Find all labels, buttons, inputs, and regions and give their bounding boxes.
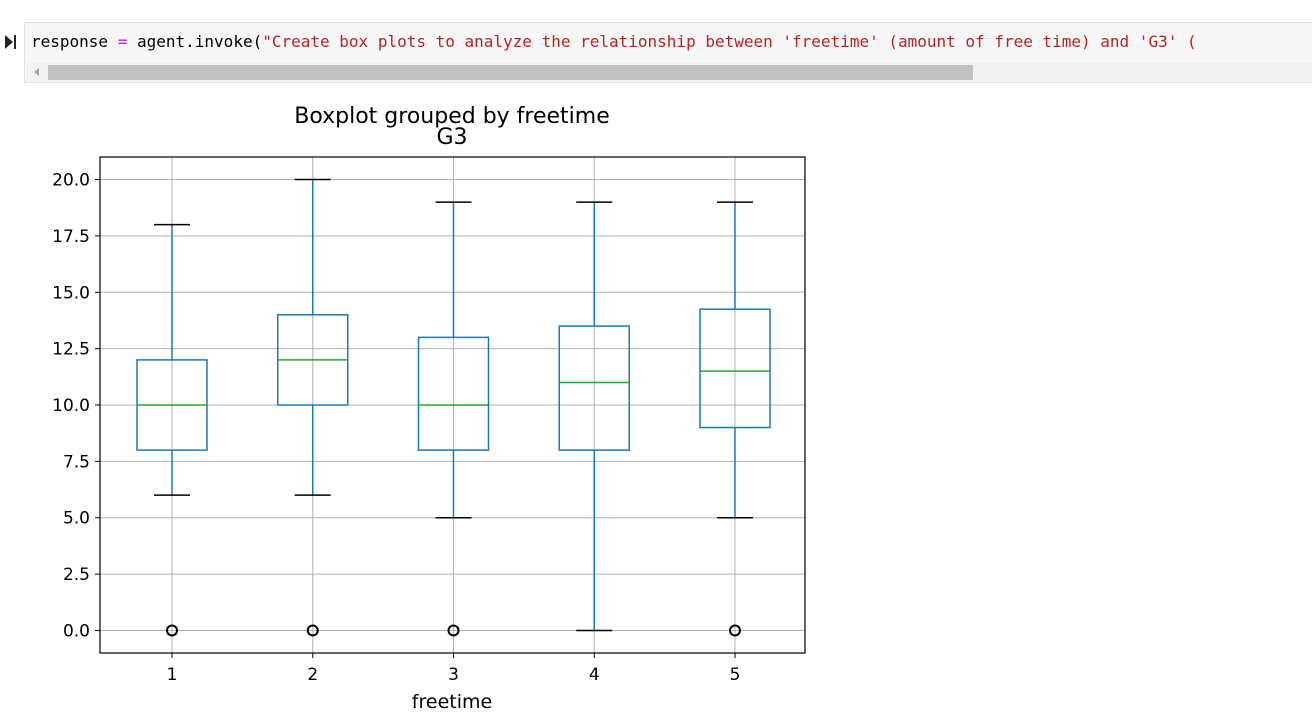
outlier-point [166,624,178,637]
x-tick-label: 4 [589,665,600,685]
axes-layer: 0.0 2.5 5.0 7.5 10.0 12.5 15.0 17.5 20.0 1 2 3 4 5 [52,156,806,685]
run-cell-icon[interactable] [2,33,18,51]
chart-subtitle: G3 [436,125,467,150]
horizontal-scrollbar[interactable] [26,63,1312,81]
y-tick-label: 12.5 [52,340,90,360]
x-tick-label: 5 [730,665,741,685]
scrollbar-thumb[interactable] [48,65,973,80]
y-tick-label: 20.0 [52,171,90,191]
boxes-layer [136,178,771,637]
y-tick-label: 0.0 [63,621,90,641]
y-tick-label: 15.0 [52,283,90,303]
iqr-box [417,336,490,451]
plot-frame [99,156,806,654]
outlier-point [729,624,741,637]
code-cell[interactable]: response = agent.invoke("Create box plot… [24,22,1312,83]
code-call: agent.invoke( [136,32,263,51]
y-tick-label: 5.0 [63,509,90,529]
box-group-2 [277,178,349,637]
code-operator: = [117,32,128,51]
iqr-box [699,308,771,429]
code-variable: response [31,32,109,51]
box-group-1 [136,223,208,637]
outlier-point [447,624,460,637]
x-tick-label: 1 [167,665,178,685]
y-tick-label: 17.5 [52,227,90,247]
y-tick-label: 10.0 [52,396,90,416]
x-axis-label: freetime [412,691,492,713]
box-group-5 [699,201,771,637]
scroll-left-icon[interactable] [34,68,39,76]
y-tick-label: 2.5 [63,565,90,585]
box-group-4 [558,201,630,632]
y-tick-label: 7.5 [63,452,90,472]
code-string: "Create box plots to analyze the relatio… [262,32,1197,51]
x-tick-label: 3 [448,665,459,685]
code-line[interactable]: response = agent.invoke("Create box plot… [31,32,1197,52]
outlier-point [306,624,319,637]
boxplot-chart: Boxplot grouped by freetime G3 0.0 2.5 5.0… [52,104,806,713]
iqr-box [558,325,630,451]
box-group-3 [417,201,490,637]
chart-title: Boxplot grouped by freetime [294,104,610,129]
x-tick-label: 2 [307,665,318,685]
